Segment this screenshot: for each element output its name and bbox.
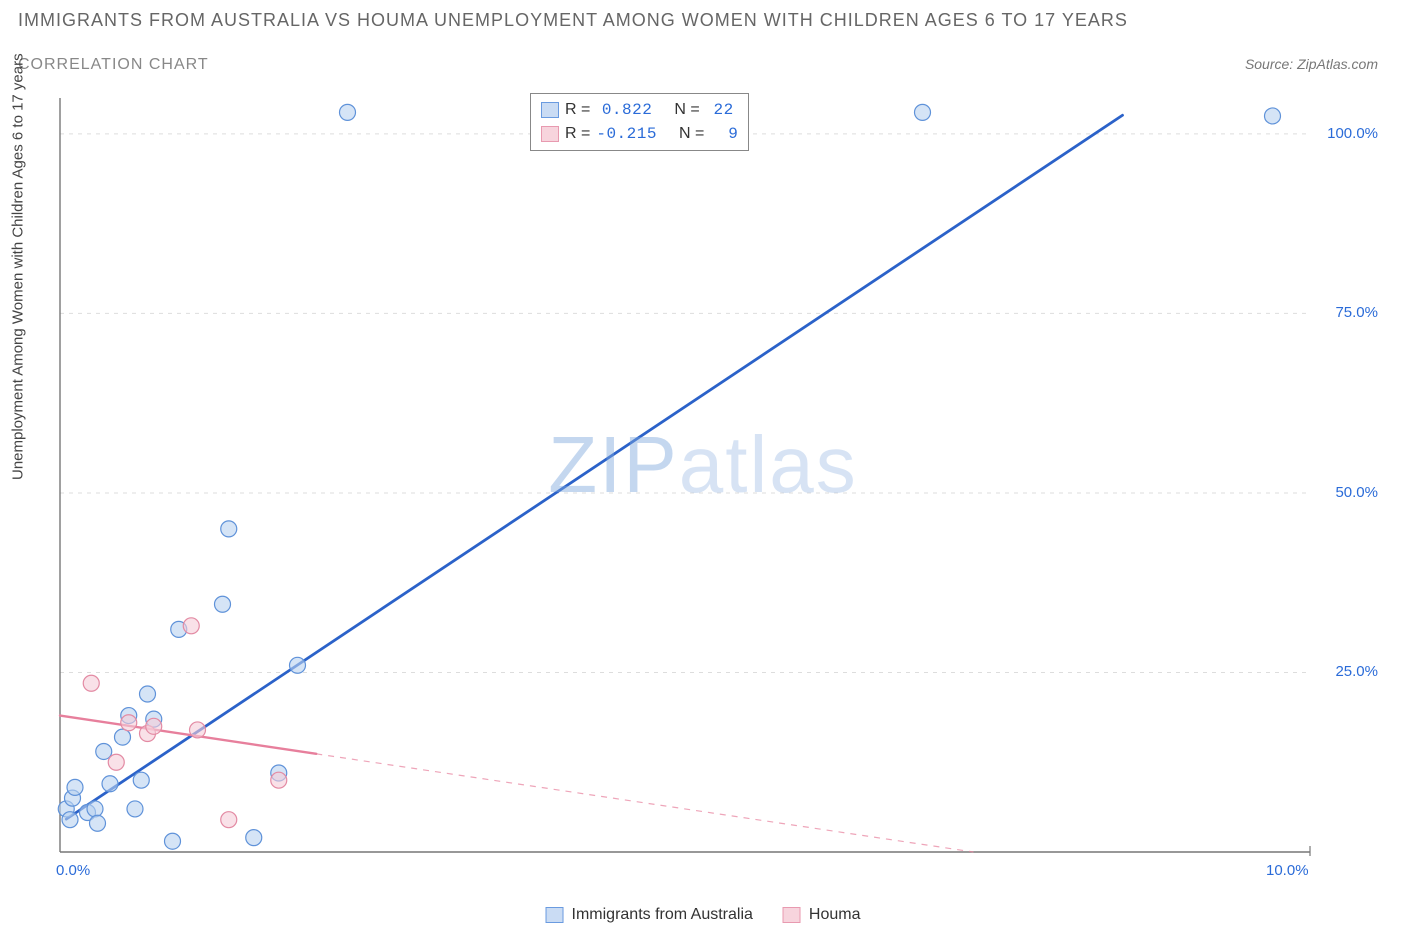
legend-n-value: 9	[710, 125, 738, 143]
legend-n-value: 22	[706, 101, 734, 119]
legend-n-label: N =	[679, 125, 704, 143]
legend-swatch	[546, 907, 564, 923]
legend-swatch	[541, 126, 559, 142]
legend-r-value: 0.822	[596, 101, 652, 119]
x-tick-label: 0.0%	[56, 862, 90, 879]
y-tick-label: 100.0%	[1318, 125, 1378, 142]
legend-swatch	[541, 102, 559, 118]
legend-r-value: -0.215	[596, 125, 657, 143]
y-axis-label: Unemployment Among Women with Children A…	[10, 53, 27, 480]
series-legend-item: Immigrants from Australia	[546, 906, 753, 924]
y-tick-label: 25.0%	[1318, 663, 1378, 680]
legend-n-label: N =	[674, 101, 699, 119]
stats-legend-row: R = 0.822 N = 22	[541, 98, 738, 122]
series-legend: Immigrants from Australia Houma	[546, 906, 861, 924]
y-tick-label: 50.0%	[1318, 484, 1378, 501]
chart-container: IMMIGRANTS FROM AUSTRALIA VS HOUMA UNEMP…	[0, 0, 1406, 930]
series-legend-label: Houma	[809, 906, 861, 924]
chart-subtitle: CORRELATION CHART	[18, 56, 209, 74]
legend-swatch	[783, 907, 801, 923]
stats-legend-row: R = -0.215 N = 9	[541, 122, 738, 146]
series-legend-label: Immigrants from Australia	[572, 906, 753, 924]
legend-r-label: R =	[565, 101, 590, 119]
legend-r-label: R =	[565, 125, 590, 143]
x-tick-label: 10.0%	[1266, 862, 1309, 879]
stats-legend: R = 0.822N =22R =-0.215N = 9	[530, 93, 749, 151]
source-attribution: Source: ZipAtlas.com	[1245, 56, 1378, 72]
y-tick-label: 75.0%	[1318, 304, 1378, 321]
series-legend-item: Houma	[783, 906, 861, 924]
chart-title: IMMIGRANTS FROM AUSTRALIA VS HOUMA UNEMP…	[18, 10, 1128, 31]
scatter-plot-svg	[52, 90, 1382, 880]
